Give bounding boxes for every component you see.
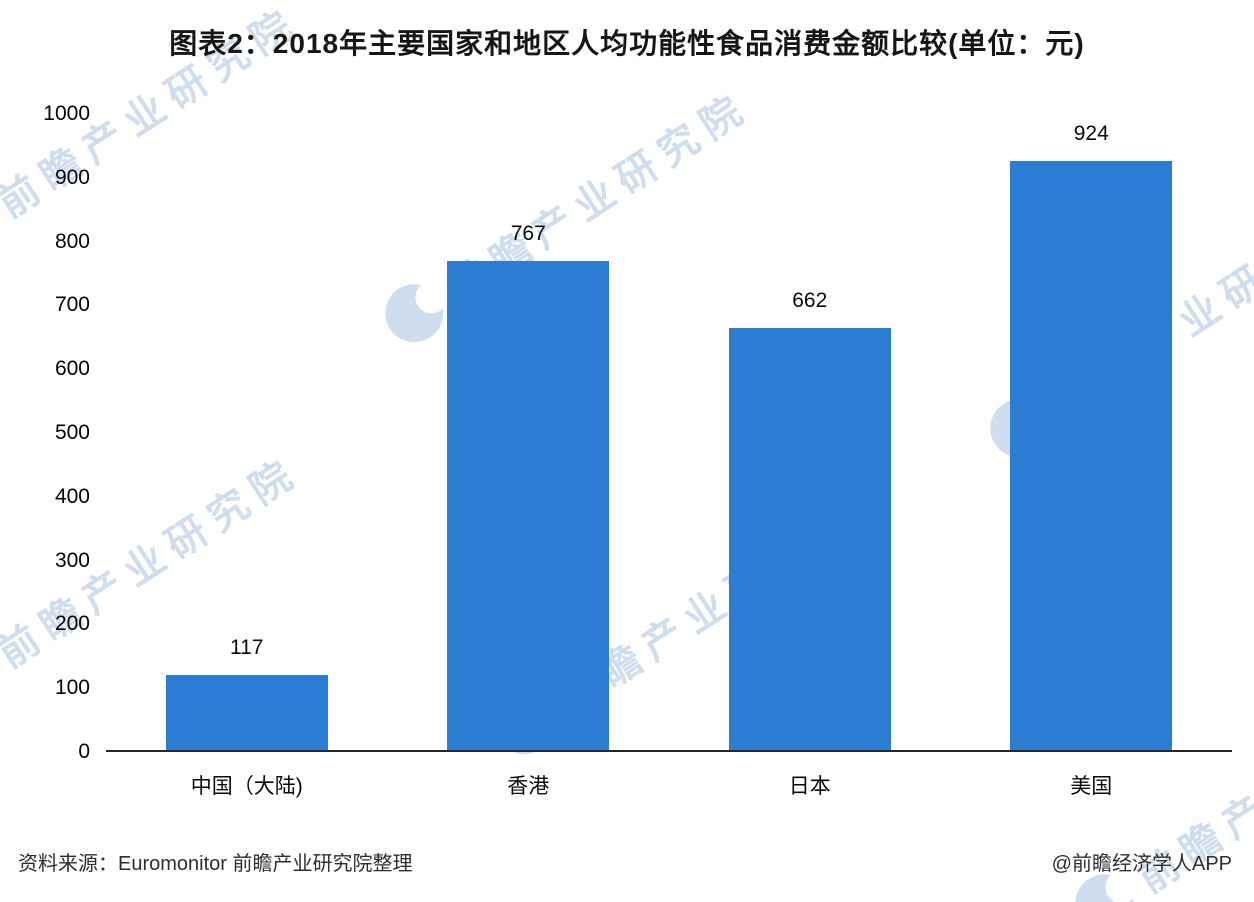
qianzhan-logo-icon (0, 188, 5, 269)
y-tick-label: 300 (54, 548, 90, 572)
x-category-label: 中国（大陆) (190, 775, 303, 798)
bar-value-label: 924 (1073, 121, 1109, 145)
x-axis: 中国（大陆) 香港 日本 美国 (106, 752, 1232, 800)
bar-value-label: 117 (230, 636, 264, 660)
y-tick-label: 100 (54, 676, 90, 700)
bar-slot: 662 (669, 289, 951, 750)
bar (165, 675, 328, 750)
bar (447, 260, 610, 750)
bar (1010, 160, 1173, 750)
bar-slot: 767 (388, 222, 670, 750)
qianzhan-logo-icon (0, 638, 5, 719)
bar-slot: 924 (951, 121, 1233, 750)
y-tick-label: 700 (54, 293, 90, 317)
credit-note: @前瞻经济学人APP (1051, 853, 1232, 875)
y-tick-label: 200 (54, 612, 90, 636)
x-category-label: 美国 (1070, 775, 1113, 798)
y-axis: 0 100 200 300 400 500 600 700 800 900 1000 (18, 102, 106, 763)
chart-title: 图表2：2018年主要国家和地区人均功能性食品消费金额比较(单位：元) (169, 28, 1085, 59)
bar-slot: 117 (106, 636, 388, 750)
x-category-label: 香港 (507, 775, 550, 798)
source-note: 资料来源：Euromonitor 前瞻产业研究院整理 (18, 853, 413, 875)
y-tick-label: 400 (54, 484, 90, 508)
y-tick-label: 1000 (43, 102, 90, 125)
bar (728, 327, 891, 750)
footer: 资料来源：Euromonitor 前瞻产业研究院整理 @前瞻经济学人APP (0, 847, 1254, 876)
y-tick-label: 500 (54, 421, 90, 444)
y-tick-label: 800 (54, 229, 90, 253)
x-category-label: 日本 (788, 775, 831, 798)
bar-chart: 0 100 200 300 400 500 600 700 800 900 1000 117 767 6… (18, 102, 1232, 800)
bar-value-label: 767 (510, 221, 546, 245)
y-tick-label: 900 (54, 165, 90, 189)
bar-value-label: 662 (792, 288, 828, 312)
y-tick-label: 600 (54, 357, 90, 381)
plot-area: 117 767 662 924 (106, 114, 1232, 752)
y-tick-label: 0 (78, 740, 90, 763)
plot-wrap: 117 767 662 924 中国（大陆) 香港 日本 美国 (106, 114, 1232, 800)
